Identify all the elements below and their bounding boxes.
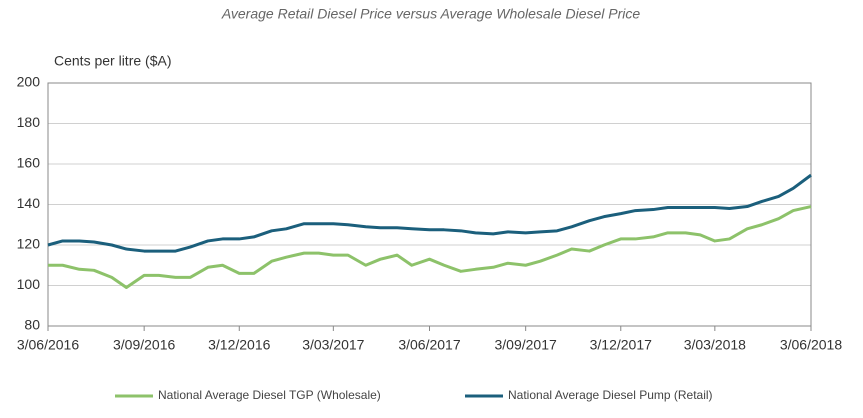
x-tick-label: 3/03/2017 [302, 337, 364, 353]
chart-title: Average Retail Diesel Price versus Avera… [221, 6, 641, 22]
legend-label: National Average Diesel TGP (Wholesale) [158, 388, 381, 402]
y-tick-label: 80 [24, 317, 40, 333]
y-tick-label: 100 [17, 276, 41, 292]
x-tick-label: 3/03/2018 [684, 337, 746, 353]
series-line [47, 173, 812, 253]
y-tick-label: 180 [17, 114, 41, 130]
series-line [48, 205, 812, 290]
y-tick-label: 160 [17, 155, 41, 171]
y-tick-label: 120 [17, 236, 41, 252]
x-tick-label: 3/12/2016 [208, 337, 270, 353]
x-tick-label: 3/09/2016 [113, 337, 175, 353]
x-tick-label: 3/06/2017 [398, 337, 460, 353]
x-tick-label: 3/12/2017 [590, 337, 652, 353]
x-tick-label: 3/06/2016 [17, 337, 79, 353]
legend-label: National Average Diesel Pump (Retail) [508, 388, 713, 402]
x-tick-label: 3/06/2018 [780, 337, 842, 353]
y-axis-label: Cents per litre ($A) [54, 53, 171, 69]
x-tick-label: 3/09/2017 [495, 337, 557, 353]
y-tick-label: 200 [17, 74, 41, 90]
y-tick-label: 140 [17, 195, 41, 211]
